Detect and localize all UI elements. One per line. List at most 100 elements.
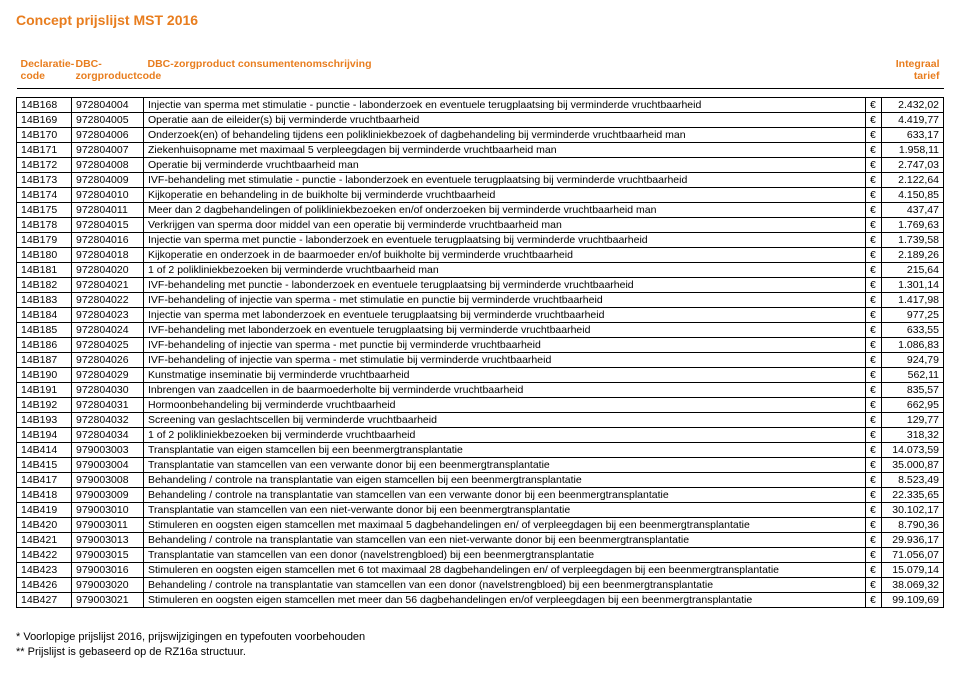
footnotes: * Voorlopige prijslijst 2016, prijswijzi… bbox=[16, 630, 944, 661]
cell-description: Operatie bij verminderde vruchtbaarheid … bbox=[144, 158, 866, 173]
table-row: 14B426979003020Behandeling / controle na… bbox=[17, 578, 944, 593]
table-row: 14B174972804010Kijkoperatie en behandeli… bbox=[17, 188, 944, 203]
table-row: 14B419979003010Transplantatie van stamce… bbox=[17, 503, 944, 518]
cell-description: Stimuleren en oogsten eigen stamcellen m… bbox=[144, 518, 866, 533]
table-row: 14B1819728040201 of 2 polikliniekbezoeke… bbox=[17, 263, 944, 278]
cell-currency: € bbox=[865, 548, 881, 563]
cell-declaratie: 14B186 bbox=[17, 338, 72, 353]
table-row: 14B417979003008Behandeling / controle na… bbox=[17, 473, 944, 488]
cell-currency: € bbox=[865, 458, 881, 473]
cell-declaratie: 14B423 bbox=[17, 563, 72, 578]
cell-description: Operatie aan de eileider(s) bij verminde… bbox=[144, 113, 866, 128]
cell-currency: € bbox=[865, 593, 881, 608]
cell-price: 1.086,83 bbox=[881, 338, 943, 353]
cell-description: IVF-behandeling of injectie van sperma -… bbox=[144, 293, 866, 308]
cell-currency: € bbox=[865, 563, 881, 578]
cell-currency: € bbox=[865, 188, 881, 203]
cell-product: 972804009 bbox=[72, 173, 144, 188]
cell-currency: € bbox=[865, 338, 881, 353]
cell-currency: € bbox=[865, 143, 881, 158]
cell-price: 99.109,69 bbox=[881, 593, 943, 608]
cell-price: 437,47 bbox=[881, 203, 943, 218]
cell-price: 35.000,87 bbox=[881, 458, 943, 473]
cell-product: 979003003 bbox=[72, 443, 144, 458]
cell-description: Transplantatie van stamcellen van een ni… bbox=[144, 503, 866, 518]
cell-currency: € bbox=[865, 98, 881, 113]
cell-declaratie: 14B169 bbox=[17, 113, 72, 128]
cell-description: Injectie van sperma met punctie - labond… bbox=[144, 233, 866, 248]
table-row: 14B415979003004Transplantatie van stamce… bbox=[17, 458, 944, 473]
cell-price: 633,17 bbox=[881, 128, 943, 143]
cell-price: 2.189,26 bbox=[881, 248, 943, 263]
cell-product: 979003009 bbox=[72, 488, 144, 503]
cell-product: 979003020 bbox=[72, 578, 144, 593]
cell-declaratie: 14B170 bbox=[17, 128, 72, 143]
cell-price: 924,79 bbox=[881, 353, 943, 368]
table-row: 14B193972804032Screening van geslachtsce… bbox=[17, 413, 944, 428]
cell-currency: € bbox=[865, 368, 881, 383]
table-row: 14B190972804029Kunstmatige inseminatie b… bbox=[17, 368, 944, 383]
cell-description: Ziekenhuisopname met maximaal 5 verpleeg… bbox=[144, 143, 866, 158]
cell-declaratie: 14B422 bbox=[17, 548, 72, 563]
cell-product: 972804018 bbox=[72, 248, 144, 263]
cell-product: 972804008 bbox=[72, 158, 144, 173]
cell-declaratie: 14B182 bbox=[17, 278, 72, 293]
cell-currency: € bbox=[865, 203, 881, 218]
table-row: 14B186972804025IVF-behandeling of inject… bbox=[17, 338, 944, 353]
cell-product: 972804030 bbox=[72, 383, 144, 398]
cell-product: 972804024 bbox=[72, 323, 144, 338]
cell-product: 972804016 bbox=[72, 233, 144, 248]
cell-declaratie: 14B174 bbox=[17, 188, 72, 203]
cell-declaratie: 14B183 bbox=[17, 293, 72, 308]
cell-price: 129,77 bbox=[881, 413, 943, 428]
cell-product: 979003010 bbox=[72, 503, 144, 518]
cell-price: 1.958,11 bbox=[881, 143, 943, 158]
cell-product: 972804005 bbox=[72, 113, 144, 128]
cell-currency: € bbox=[865, 353, 881, 368]
cell-description: 1 of 2 polikliniekbezoeken bij verminder… bbox=[144, 428, 866, 443]
table-row: 14B191972804030Inbrengen van zaadcellen … bbox=[17, 383, 944, 398]
cell-price: 29.936,17 bbox=[881, 533, 943, 548]
cell-description: Kijkoperatie en behandeling in de buikho… bbox=[144, 188, 866, 203]
cell-product: 972804015 bbox=[72, 218, 144, 233]
cell-currency: € bbox=[865, 278, 881, 293]
cell-description: Stimuleren en oogsten eigen stamcellen m… bbox=[144, 593, 866, 608]
footnote-1: * Voorlopige prijslijst 2016, prijswijzi… bbox=[16, 630, 944, 645]
cell-description: IVF-behandeling of injectie van sperma -… bbox=[144, 338, 866, 353]
cell-price: 4.419,77 bbox=[881, 113, 943, 128]
cell-product: 972804020 bbox=[72, 263, 144, 278]
cell-price: 2.122,64 bbox=[881, 173, 943, 188]
cell-declaratie: 14B173 bbox=[17, 173, 72, 188]
cell-product: 972804031 bbox=[72, 398, 144, 413]
cell-currency: € bbox=[865, 443, 881, 458]
cell-price: 4.150,85 bbox=[881, 188, 943, 203]
cell-price: 215,64 bbox=[881, 263, 943, 278]
table-row: 14B184972804023Injectie van sperma met l… bbox=[17, 308, 944, 323]
page-title: Concept prijslijst MST 2016 bbox=[16, 12, 944, 28]
cell-product: 972804021 bbox=[72, 278, 144, 293]
table-row: 14B182972804021IVF-behandeling met punct… bbox=[17, 278, 944, 293]
cell-price: 662,95 bbox=[881, 398, 943, 413]
cell-currency: € bbox=[865, 518, 881, 533]
cell-declaratie: 14B426 bbox=[17, 578, 72, 593]
cell-description: 1 of 2 polikliniekbezoeken bij verminder… bbox=[144, 263, 866, 278]
table-row: 14B422979003015Transplantatie van stamce… bbox=[17, 548, 944, 563]
cell-declaratie: 14B180 bbox=[17, 248, 72, 263]
table-row: 14B414979003003Transplantatie van eigen … bbox=[17, 443, 944, 458]
table-row: 14B187972804026IVF-behandeling of inject… bbox=[17, 353, 944, 368]
cell-currency: € bbox=[865, 308, 881, 323]
cell-declaratie: 14B175 bbox=[17, 203, 72, 218]
cell-product: 972804011 bbox=[72, 203, 144, 218]
cell-price: 71.056,07 bbox=[881, 548, 943, 563]
table-row: 14B183972804022IVF-behandeling of inject… bbox=[17, 293, 944, 308]
table-row: 14B178972804015Verkrijgen van sperma doo… bbox=[17, 218, 944, 233]
cell-description: Screening van geslachtscellen bij vermin… bbox=[144, 413, 866, 428]
cell-declaratie: 14B421 bbox=[17, 533, 72, 548]
table-row: 14B423979003016Stimuleren en oogsten eig… bbox=[17, 563, 944, 578]
cell-price: 2.747,03 bbox=[881, 158, 943, 173]
cell-description: Behandeling / controle na transplantatie… bbox=[144, 473, 866, 488]
cell-currency: € bbox=[865, 218, 881, 233]
cell-price: 38.069,32 bbox=[881, 578, 943, 593]
cell-currency: € bbox=[865, 173, 881, 188]
cell-price: 2.432,02 bbox=[881, 98, 943, 113]
